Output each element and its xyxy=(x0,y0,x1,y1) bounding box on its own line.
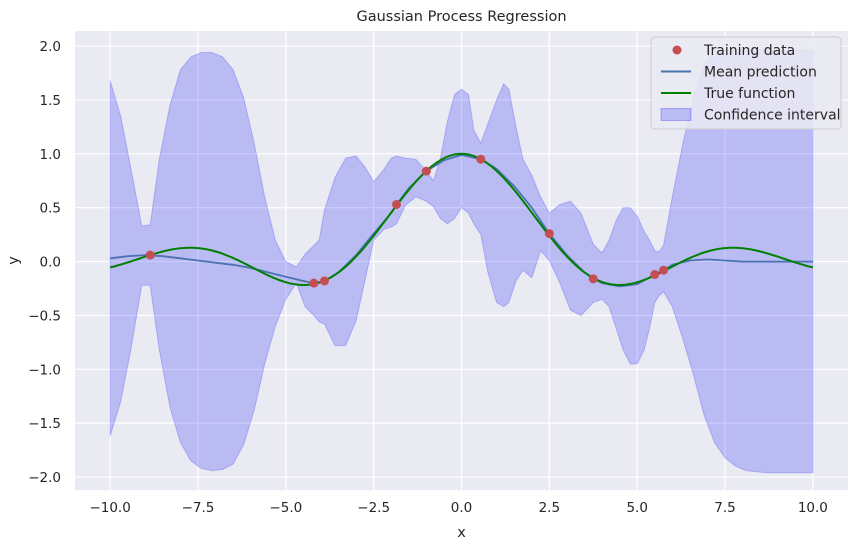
y-tick-label: −1.5 xyxy=(28,416,61,432)
y-tick-label: −2.0 xyxy=(28,470,61,486)
x-tick-label: −7.5 xyxy=(182,500,215,516)
y-tick-label: 0.0 xyxy=(40,255,61,271)
legend-label: Confidence interval xyxy=(704,108,841,124)
x-tick-label: −2.5 xyxy=(357,500,390,516)
x-tick-label: 7.5 xyxy=(714,500,735,516)
y-tick-label: 2.0 xyxy=(40,39,61,55)
training-point xyxy=(476,154,486,164)
y-tick-label: 1.5 xyxy=(40,93,61,109)
legend-label: Training data xyxy=(703,43,795,59)
training-point xyxy=(650,270,660,280)
y-axis-label: y xyxy=(6,256,22,265)
series-lines xyxy=(109,152,814,288)
training-point xyxy=(391,199,401,209)
training-point xyxy=(145,250,155,260)
x-tick-label: −5.0 xyxy=(269,500,302,516)
training-point xyxy=(659,265,669,275)
legend-box xyxy=(650,36,842,130)
chart-title: Gaussian Process Regression xyxy=(356,9,566,25)
x-tick-label: 0.0 xyxy=(451,500,472,516)
x-tick-label: −10.0 xyxy=(89,500,130,516)
x-tick-labels: −10.0 −7.5 −5.0 −2.5 0.0 2.5 5.0 7.5 10.0 xyxy=(89,500,827,516)
y-tick-label: 0.5 xyxy=(40,201,61,217)
y-tick-label: 1.0 xyxy=(40,147,61,163)
training-point xyxy=(319,276,329,286)
mean-prediction-line xyxy=(109,154,813,288)
legend: Training data Mean prediction True functio… xyxy=(650,36,842,130)
x-tick-label: 5.0 xyxy=(626,500,647,516)
true-function-line xyxy=(109,152,814,286)
training-points xyxy=(145,154,669,288)
legend-patch-swatch xyxy=(660,108,692,121)
x-axis-label: x xyxy=(457,525,466,541)
y-tick-labels: −2.0 −1.5 −1.0 −0.5 0.0 0.5 1.0 1.5 2.0 xyxy=(28,39,61,486)
legend-marker-training-data xyxy=(672,45,682,55)
training-point xyxy=(588,274,598,284)
x-tick-label: 10.0 xyxy=(798,500,828,516)
x-tick-label: 2.5 xyxy=(539,500,560,516)
legend-label: True function xyxy=(703,86,795,102)
y-tick-label: −0.5 xyxy=(28,308,61,324)
training-point xyxy=(544,229,554,239)
y-tick-label: −1.0 xyxy=(28,362,61,378)
legend-label: Mean prediction xyxy=(704,65,817,81)
training-point xyxy=(309,278,319,288)
training-point xyxy=(421,166,431,176)
